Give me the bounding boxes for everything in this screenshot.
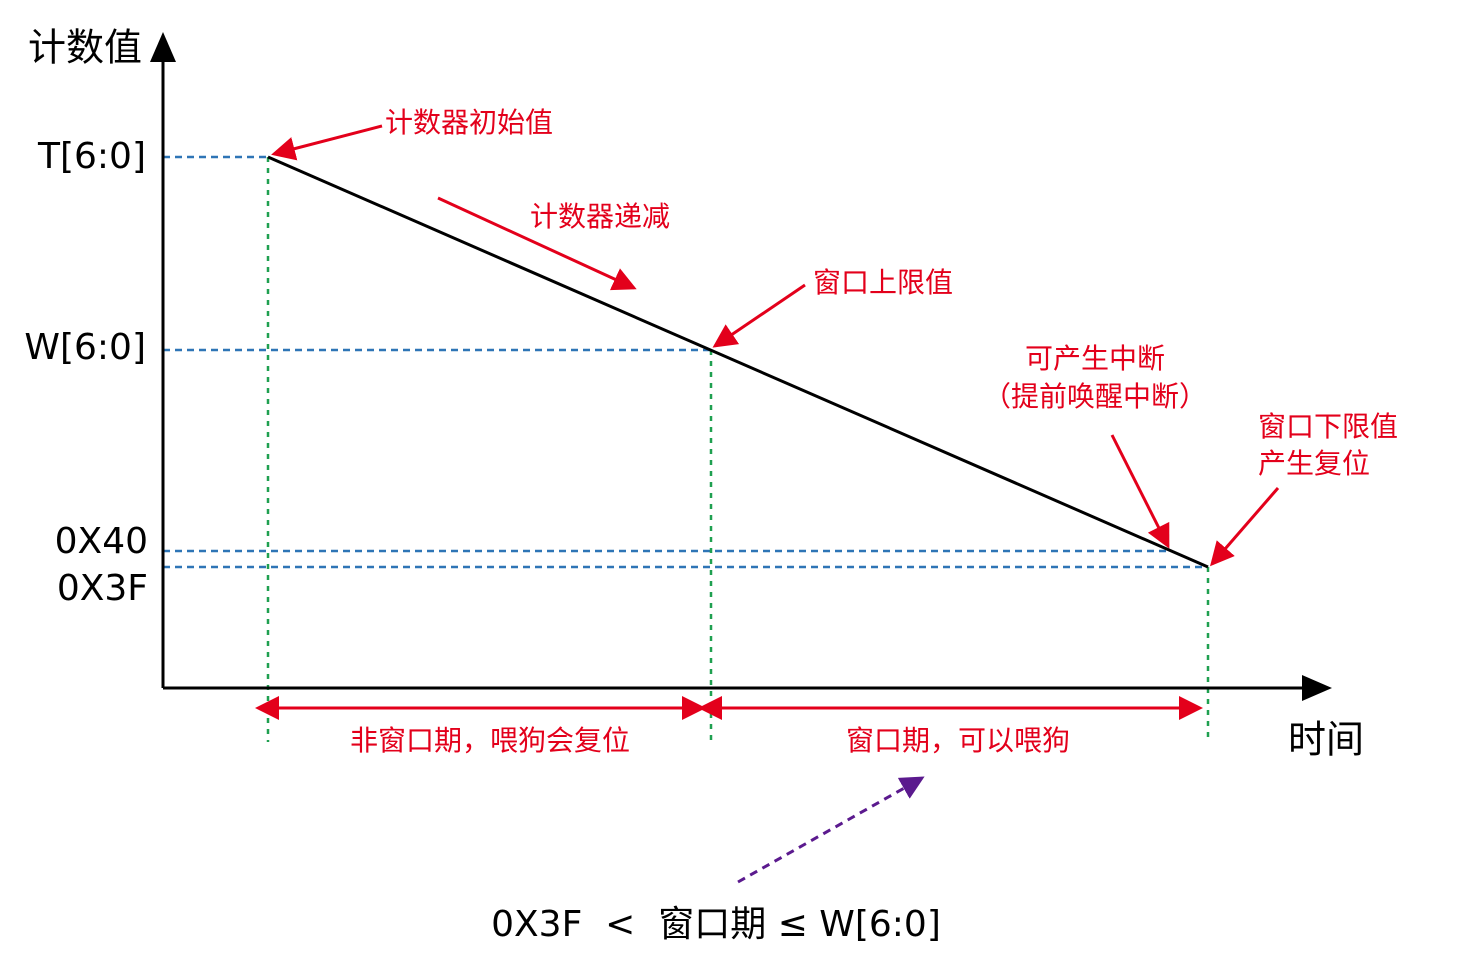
annotation: 计数器初始值 [385, 106, 553, 139]
annotation: 计数器递减 [530, 200, 670, 233]
axes [150, 32, 1332, 701]
level-label: 0X3F [57, 568, 148, 609]
annotation: 可产生中断 [1025, 342, 1165, 375]
counter-line [267, 155, 1209, 569]
y-axis-label: 计数值 [28, 26, 142, 70]
annotation: 产生复位 [1258, 447, 1370, 480]
guides [163, 155, 1210, 742]
period-label: 窗口期，可以喂狗 [846, 724, 1070, 757]
period-label: 非窗口期，喂狗会复位 [350, 724, 630, 757]
formula: 0X3F < 窗口期 ≤ W[6:0] [491, 904, 941, 945]
annotation: （提前唤醒中断） [983, 380, 1207, 413]
annotation: 窗口下限值 [1258, 410, 1398, 443]
x-axis-label: 时间 [1288, 718, 1364, 762]
level-label: 0X40 [55, 521, 148, 562]
level-label: W[6:0] [24, 327, 146, 368]
level-label: T[6:0] [37, 136, 146, 177]
annotation-arrows [255, 124, 1280, 884]
annotation: 窗口上限值 [813, 266, 953, 299]
